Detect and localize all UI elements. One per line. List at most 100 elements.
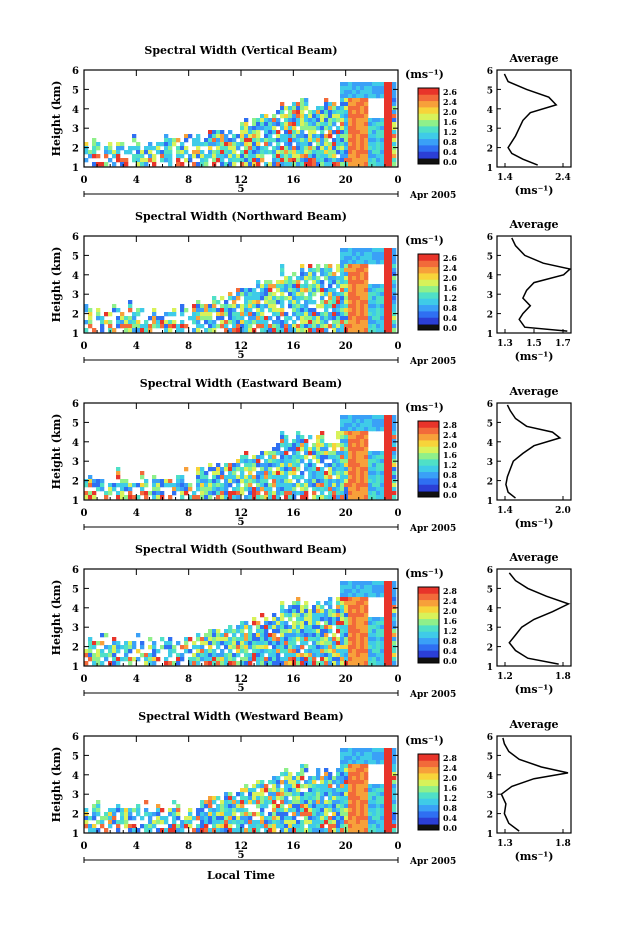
heatmap-cell [104,146,109,151]
heatmap-cell [256,475,261,480]
heatmap-cell [276,459,281,464]
heatmap-cell [260,487,265,492]
heatmap-cell [224,312,229,317]
heatmap-cell [212,324,217,329]
heatmap-cell [272,459,277,464]
heatmap-cell [304,617,309,622]
heatmap-cell [356,467,361,472]
heatmap-cell [380,641,385,646]
heatmap-cell [372,138,377,143]
heatmap-cell [96,649,101,654]
heatmap-cell [368,637,373,642]
heatmap-cell [208,467,213,472]
average-unit: (ms⁻¹) [515,184,554,197]
heatmap-cell [328,641,333,646]
heatmap-cell [176,657,181,662]
heatmap-cell [300,150,305,155]
heatmap-cell [348,768,353,773]
heatmap-cell [184,487,189,492]
heatmap-cell [324,447,329,452]
heatmap-cell [392,98,397,103]
heatmap-cell [360,114,365,119]
heatmap-cell [304,487,309,492]
heatmap-cell [380,589,385,594]
heatmap-cell [212,154,217,159]
heatmap-cell [364,487,369,492]
heatmap-cell [308,447,313,452]
heatmap-cell [332,780,337,785]
heatmap-cell [320,435,325,440]
heatmap-cell [348,288,353,293]
heatmap-cell [348,808,353,813]
heatmap-cell [288,780,293,785]
heatmap-cell [392,824,397,829]
heatmap-cell [312,471,317,476]
heatmap-cell [308,617,313,622]
heatmap-cell [332,296,337,301]
heatmap-cell [328,796,333,801]
heatmap-cell [216,146,221,151]
heatmap-cell [224,491,229,496]
heatmap-cell [300,621,305,626]
heatmap-cell [336,126,341,131]
heatmap-cell [340,479,345,484]
heatmap-cell [392,653,397,658]
heatmap-cell [320,641,325,646]
heatmap-cell [384,455,389,460]
heatmap-cell [356,284,361,289]
heatmap-cell [316,451,321,456]
heatmap-cell [340,585,345,590]
heatmap-cell [152,641,157,646]
heatmap-cell [332,471,337,476]
heatmap-cell [248,491,253,496]
heatmap-cell [340,292,345,297]
colorbar-swatch [418,452,439,460]
heatmap-cell [280,455,285,460]
heatmap-cell [392,443,397,448]
heatmap-cell [296,804,301,809]
heatmap-cell [304,455,309,460]
heatmap-cell [364,776,369,781]
heatmap-cell [348,455,353,460]
heatmap-cell [364,134,369,139]
heatmap-cell [336,284,341,289]
heatmap-cell [288,471,293,476]
heatmap-cell [276,792,281,797]
heatmap-cell [136,142,141,147]
heatmap-cell [372,86,377,91]
heatmap-cell [352,94,357,99]
heatmap-cell [352,495,357,500]
heatmap-cell [152,162,157,167]
heatmap-cell [232,816,237,821]
heatmap-cell [352,752,357,757]
heatmap-cell [292,471,297,476]
heatmap-cell [312,796,317,801]
heatmap-cell [312,451,317,456]
heatmap-cell [384,609,389,614]
heatmap-cell [84,661,89,666]
heatmap-cell [116,804,121,809]
heatmap-cell [304,796,309,801]
heatmap-cell [372,471,377,476]
heatmap-cell [240,320,245,325]
heatmap-cell [356,114,361,119]
heatmap-cell [108,158,113,163]
heatmap-cell [212,138,217,143]
heatmap-cell [344,808,349,813]
heatmap-cell [332,138,337,143]
heatmap-cell [228,661,233,666]
heatmap-cell [304,621,309,626]
heatmap-cell [204,495,209,500]
heatmap-cell [164,661,169,666]
heatmap-cell [380,467,385,472]
heatmap-cell [136,804,141,809]
heatmap-cell [352,467,357,472]
heatmap-cell [136,649,141,654]
heatmap-cell [372,284,377,289]
heatmap-cell [316,621,321,626]
heatmap-cell [356,808,361,813]
heatmap-cell [364,617,369,622]
heatmap-cell [368,617,373,622]
y-tick-label: 5 [72,751,79,762]
heatmap-cell [216,467,221,472]
